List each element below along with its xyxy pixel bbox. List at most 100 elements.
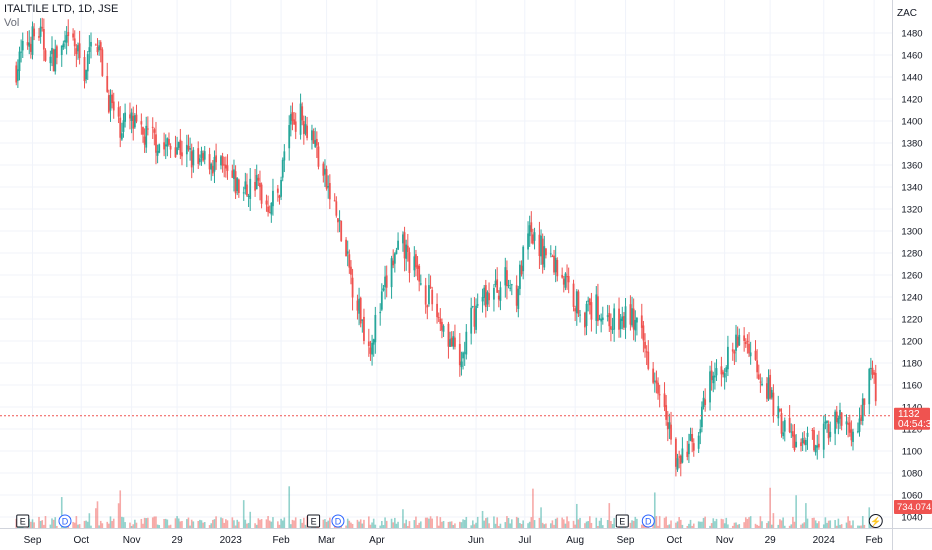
volume-bar [861, 516, 864, 528]
volume-bar [238, 521, 240, 528]
price-candles [15, 17, 877, 477]
volume-bar [187, 517, 190, 528]
candle-body [860, 416, 863, 421]
volume-bar [95, 508, 97, 528]
candle-body [415, 254, 417, 268]
volume-bar [407, 525, 409, 528]
candle-body [289, 114, 292, 125]
volume-bar [606, 520, 609, 528]
volume-bar [715, 518, 718, 528]
volume-bar [140, 518, 143, 528]
volume-bar [597, 525, 599, 528]
time-axis[interactable]: Sep Oct Nov 29 2023 Feb Mar Apr Jun Jul Aug Sep Oct N… [24, 535, 884, 546]
candle-body [663, 393, 666, 408]
candle-body [130, 112, 133, 121]
volume-bar [704, 516, 706, 528]
candle-body [392, 260, 395, 266]
volume-bar [805, 503, 807, 528]
candle-body [18, 51, 21, 72]
volume-bar [816, 523, 819, 528]
candle-body [597, 296, 599, 322]
volume-bar [72, 521, 74, 528]
volume-bar [96, 501, 99, 528]
volume-bar [658, 516, 661, 528]
volume-bar [483, 520, 485, 528]
time-tick-label: 29 [172, 535, 184, 546]
candle-body [26, 42, 29, 46]
candle-body [322, 163, 325, 176]
candle-body [120, 133, 123, 140]
time-tick-label: Oct [73, 535, 89, 546]
candle-body [611, 328, 614, 330]
candle-body [452, 336, 455, 347]
candle-body [817, 443, 820, 448]
candle-body [678, 456, 681, 458]
volume-bar [166, 519, 169, 528]
volume-bar [324, 519, 326, 528]
candle-body [471, 306, 474, 308]
volume-bar [381, 520, 383, 528]
candle-body [509, 287, 512, 289]
dividend-marker-label: D [335, 517, 342, 527]
volume-bar [666, 525, 669, 528]
price-axis[interactable]: 1040106010801100112011401160118012001220… [901, 29, 922, 524]
volume-bar [520, 524, 523, 528]
volume-bar [676, 521, 679, 528]
price-tick-label: 1180 [902, 359, 922, 370]
volume-bar [806, 518, 809, 528]
volume-bar [439, 517, 442, 528]
last-price-value: 1132 [898, 409, 920, 420]
candle-body [109, 94, 112, 111]
volume-bar [761, 521, 763, 528]
volume-bar [818, 521, 820, 528]
volume-bar [585, 521, 588, 528]
candle-body [124, 112, 127, 122]
volume-bar [210, 523, 213, 528]
candle-body [146, 128, 149, 130]
volume-bar [681, 524, 684, 528]
volume-bar [30, 521, 32, 528]
candle-body [803, 440, 806, 444]
candle-body [584, 312, 586, 328]
volume-bar [731, 525, 734, 528]
volume-bar [221, 518, 224, 528]
candle-body [272, 190, 274, 207]
volume-bar [777, 524, 780, 528]
candle-body [52, 49, 55, 72]
volume-bar [738, 524, 741, 528]
volume-bar [121, 516, 123, 528]
candle-body [530, 222, 533, 232]
volume-bar [839, 524, 841, 528]
candle-body [754, 350, 757, 360]
candle-body [634, 320, 637, 331]
candle-body [169, 145, 172, 150]
candle-body [476, 304, 479, 306]
volume-bar [117, 503, 120, 528]
candle-body [202, 153, 204, 161]
last-volume-badge: 734.074K [894, 500, 932, 514]
volume-bar [860, 525, 862, 528]
volume-bar [56, 525, 58, 528]
candle-body [772, 392, 775, 416]
volume-bar [670, 520, 672, 528]
last-volume-value: 734.074K [897, 502, 932, 513]
volume-bar [665, 516, 667, 528]
candle-body [462, 352, 464, 359]
volume-bar [408, 521, 411, 528]
candle-body [247, 195, 250, 197]
volume-bar [259, 519, 261, 528]
volume-bar [554, 518, 557, 528]
volume-bar [519, 523, 521, 528]
candle-body [806, 432, 809, 437]
candle-body [861, 398, 864, 421]
candle-body [259, 182, 261, 188]
candle-body [845, 421, 848, 425]
volume-bar [283, 517, 286, 528]
candle-body [192, 149, 195, 166]
symbol-title[interactable]: ITALTILE LTD, 1D, JSE [4, 3, 119, 15]
candle-body [735, 334, 737, 351]
volume-bar [75, 516, 78, 528]
candle-body [267, 206, 269, 213]
price-tick-label: 1080 [901, 469, 922, 480]
candle-body [393, 253, 396, 264]
